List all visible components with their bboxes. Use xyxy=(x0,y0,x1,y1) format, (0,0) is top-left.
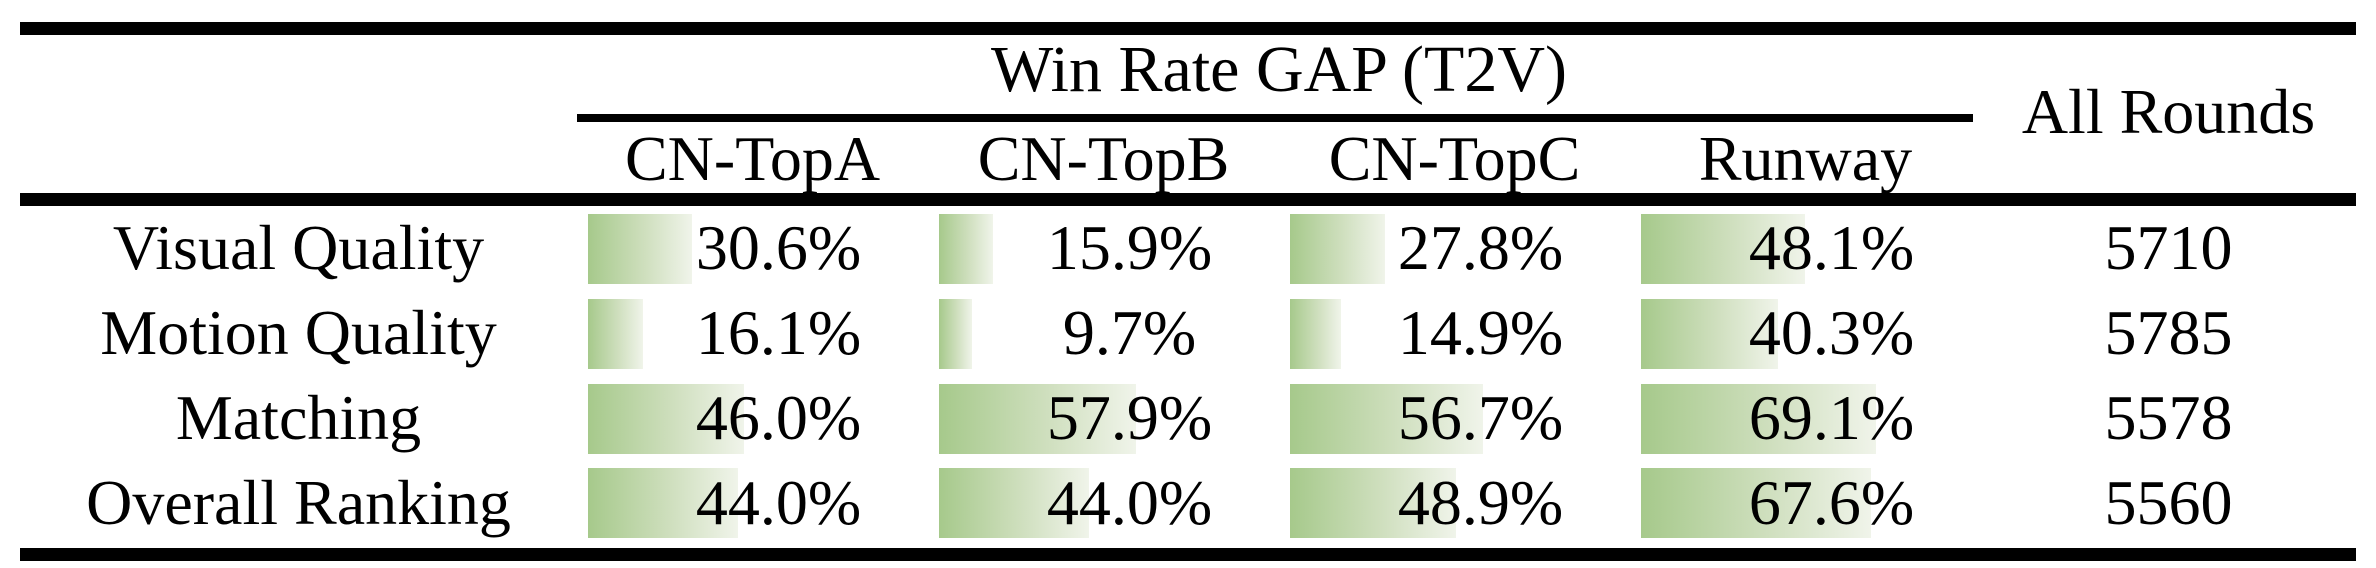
win-rate-cell: 67.6% xyxy=(1630,460,1981,545)
win-rate-cell: 9.7% xyxy=(928,291,1279,376)
win-rate-value: 44.0% xyxy=(1046,466,1213,538)
all-rounds-value: 5560 xyxy=(2104,466,2233,538)
win-rate-value: 44.0% xyxy=(695,466,862,538)
row-label: Matching xyxy=(175,381,422,453)
table-row: Matching 46.0% 57.9% 56.7% 69.1% 5578 xyxy=(20,376,2356,461)
win-rate-value: 14.9% xyxy=(1397,297,1564,369)
all-rounds-column-header: All Rounds xyxy=(2021,75,2316,147)
win-rate-value: 40.3% xyxy=(1748,297,1915,369)
win-rate-cell: 57.9% xyxy=(928,376,1279,461)
win-rate-bar xyxy=(588,383,745,454)
win-rate-cell: 15.9% xyxy=(928,206,1279,291)
win-rate-bar xyxy=(939,214,994,284)
all-rounds-value: 5785 xyxy=(2104,297,2233,369)
header-separator-rule xyxy=(20,193,2356,206)
win-rate-bar xyxy=(588,298,643,369)
all-rounds-value: 5578 xyxy=(2104,381,2233,453)
all-rounds-value: 5710 xyxy=(2104,212,2233,284)
win-rate-cell: 27.8% xyxy=(1279,206,1630,291)
win-rate-bar xyxy=(939,383,1136,454)
column-header-cn-topb: CN-TopB xyxy=(977,123,1230,194)
win-rate-bar xyxy=(939,298,972,369)
win-rate-bar xyxy=(1641,298,1779,369)
win-rate-bar xyxy=(1290,298,1341,369)
win-rate-bar xyxy=(588,214,693,284)
row-label: Motion Quality xyxy=(100,297,497,369)
group-header-title: Win Rate GAP (T2V) xyxy=(991,33,1567,106)
win-rate-value: 16.1% xyxy=(695,297,862,369)
win-rate-value: 9.7% xyxy=(1062,297,1197,369)
win-rate-value: 67.6% xyxy=(1748,466,1915,538)
row-label: Visual Quality xyxy=(112,212,485,284)
win-rate-cell: 16.1% xyxy=(577,291,928,376)
win-rate-value: 15.9% xyxy=(1046,212,1213,284)
column-header-cn-topc: CN-TopC xyxy=(1328,123,1581,194)
win-rate-value: 30.6% xyxy=(695,212,862,284)
win-rate-value: 48.1% xyxy=(1748,212,1915,284)
win-rate-cell: 30.6% xyxy=(577,206,928,291)
top-rule xyxy=(20,22,2356,35)
column-header-runway: Runway xyxy=(1698,123,1913,194)
win-rate-value: 46.0% xyxy=(695,381,862,453)
win-rate-value: 27.8% xyxy=(1397,212,1564,284)
win-rate-bar xyxy=(1641,214,1805,284)
win-rate-bar xyxy=(1290,468,1457,539)
win-rate-cell: 14.9% xyxy=(1279,291,1630,376)
win-rate-bar xyxy=(1290,383,1483,454)
win-rate-bar xyxy=(1641,468,1871,539)
win-rate-cell: 46.0% xyxy=(577,376,928,461)
win-rate-cell: 40.3% xyxy=(1630,291,1981,376)
bottom-rule xyxy=(20,548,2356,561)
win-rate-value: 56.7% xyxy=(1397,381,1564,453)
column-header-cn-topa: CN-TopA xyxy=(624,123,881,194)
win-rate-cell: 44.0% xyxy=(928,460,1279,545)
row-label: Overall Ranking xyxy=(86,466,511,538)
table-row: Motion Quality 16.1% 9.7% 14.9% 40.3% 5785 xyxy=(20,291,2356,376)
table-row: Overall Ranking 44.0% 44.0% 48.9% 67.6% 5560 xyxy=(20,460,2356,545)
win-rate-bar xyxy=(1641,383,1876,454)
column-header-row: CN-TopA CN-TopB CN-TopC Runway xyxy=(577,122,1981,194)
win-rate-value: 57.9% xyxy=(1046,381,1213,453)
table-body: Visual Quality 30.6% 15.9% 27.8% 48.1% 5710 Mo… xyxy=(20,206,2356,545)
win-rate-bar xyxy=(939,468,1089,539)
win-rate-cell: 44.0% xyxy=(577,460,928,545)
win-rate-value: 69.1% xyxy=(1748,381,1915,453)
win-rate-cell: 56.7% xyxy=(1279,376,1630,461)
win-rate-bar xyxy=(1290,214,1385,284)
win-rate-bar xyxy=(588,468,738,539)
win-rate-cell: 69.1% xyxy=(1630,376,1981,461)
win-rate-cell: 48.9% xyxy=(1279,460,1630,545)
group-header-underline-rule xyxy=(577,114,1973,122)
win-rate-cell: 48.1% xyxy=(1630,206,1981,291)
win-rate-value: 48.9% xyxy=(1397,466,1564,538)
table-row: Visual Quality 30.6% 15.9% 27.8% 48.1% 5710 xyxy=(20,206,2356,291)
